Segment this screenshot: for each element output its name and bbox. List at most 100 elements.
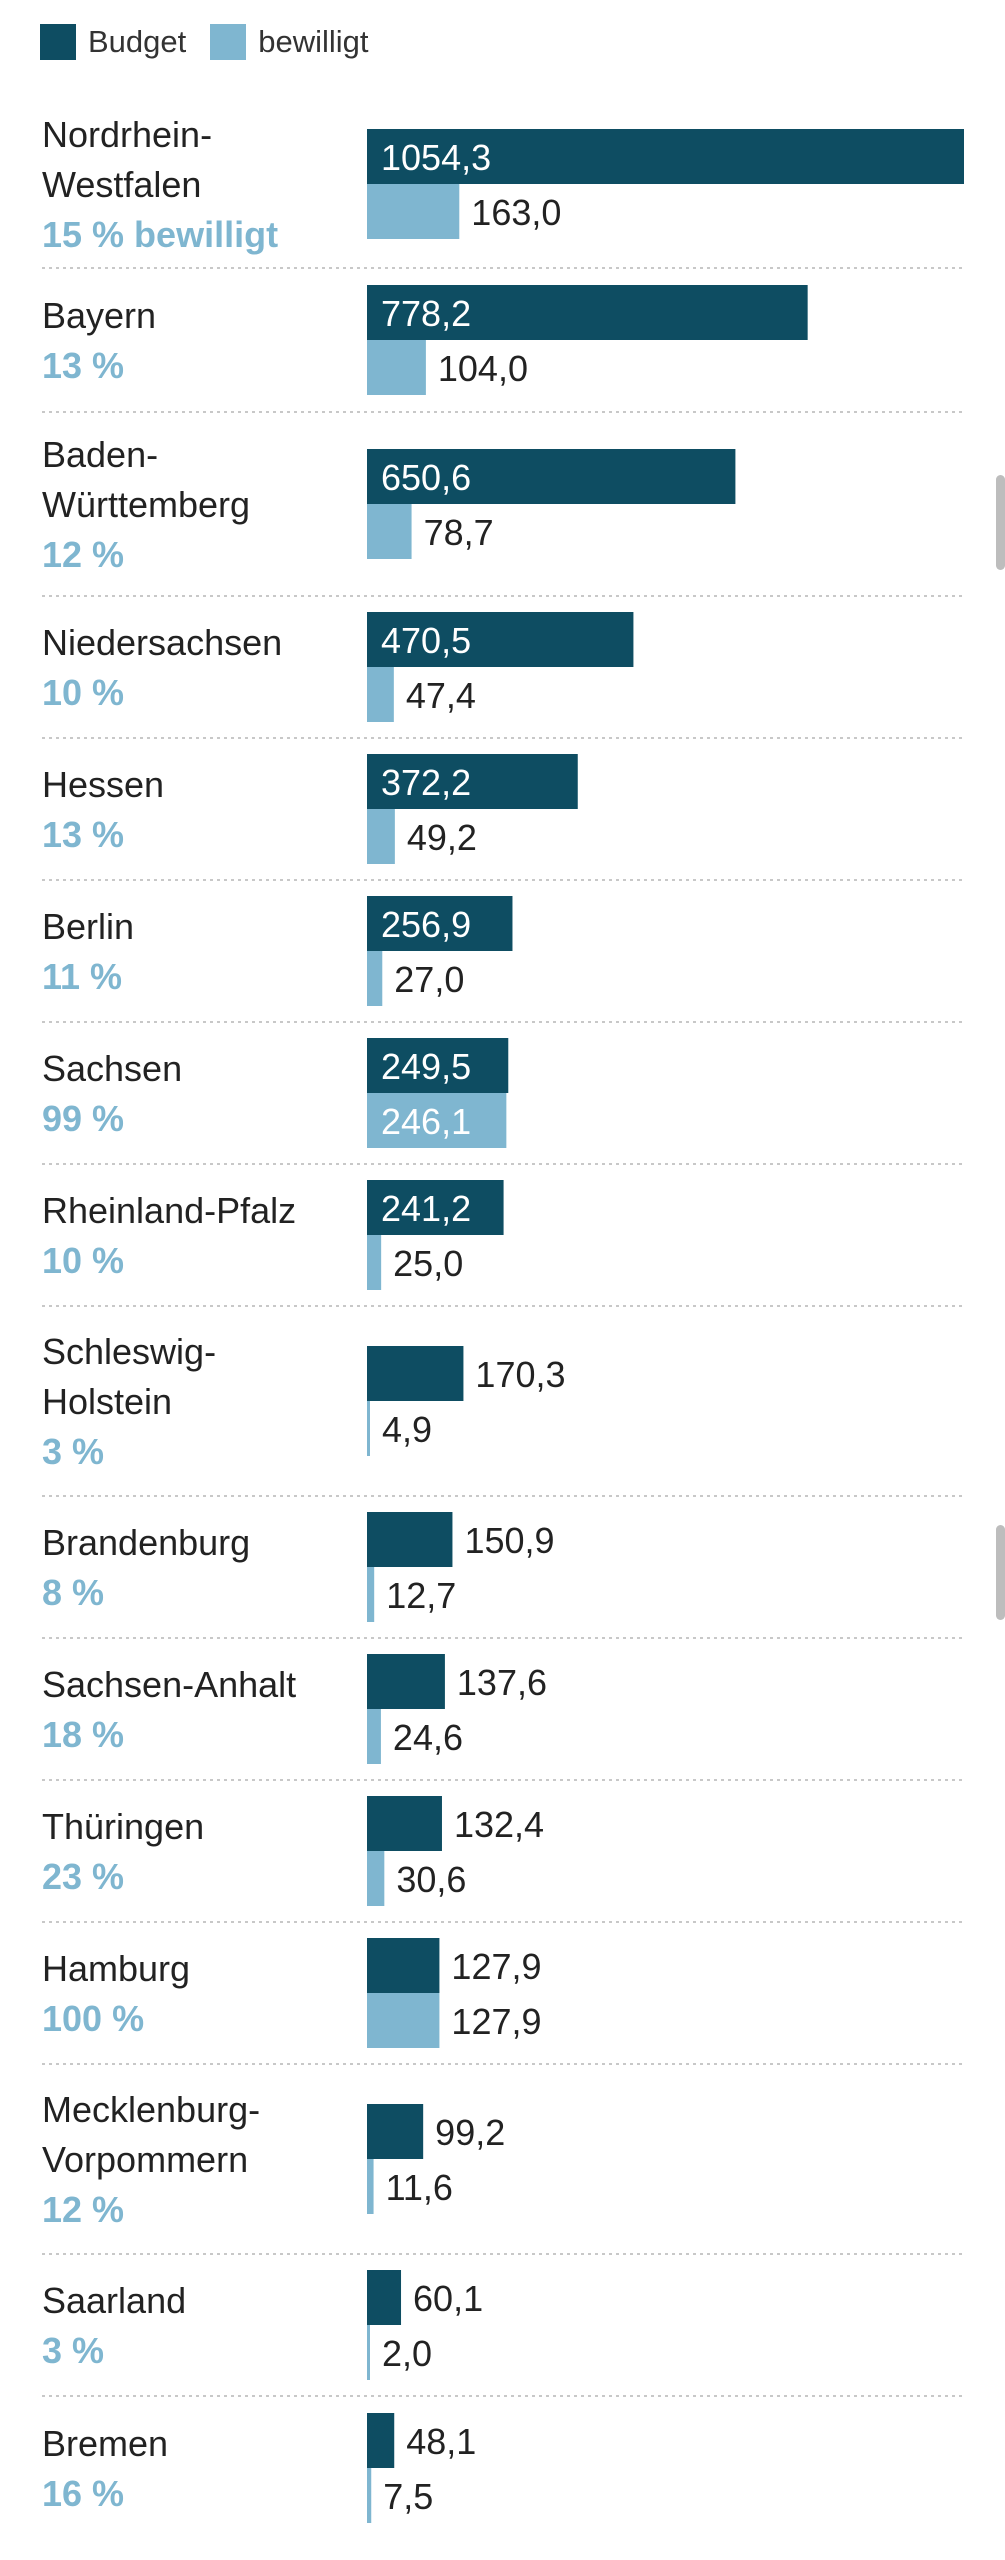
approved-percentage: 12 % [42,2189,124,2230]
approved-bar [367,667,394,722]
approved-percentage: 13 % [42,814,124,855]
budget-value-label: 256,9 [381,904,471,945]
row-sachsen-anhalt: Sachsen-Anhalt 18 % 137,6 24,6 [42,1654,547,1764]
state-label: Württemberg [42,484,250,525]
state-label: Rheinland-Pfalz [42,1190,296,1231]
budget-bar [367,2104,424,2159]
budget-bar [367,2270,402,2325]
row-schleswig-holstein: Schleswig- Holstein 3 % 170,3 4,9 [42,1331,566,1472]
approved-value-label: 7,5 [383,2476,433,2517]
approved-percentage: 11 % [42,956,122,997]
approved-percentage: 8 % [42,1572,104,1613]
approved-bar [367,1401,370,1456]
approved-value-label: 24,6 [393,1717,463,1758]
budget-value-label: 127,9 [451,1946,541,1987]
approved-percentage: 3 % [42,2330,104,2371]
approved-value-label: 163,0 [471,192,561,233]
approved-percentage: 10 % [42,1240,124,1281]
budget-value-label: 372,2 [381,762,471,803]
state-label: Westfalen [42,164,201,205]
budget-value-label: 470,5 [381,620,471,661]
approved-bar [367,1235,382,1290]
approved-percentage: 12 % [42,534,124,575]
approved-value-label: 4,9 [382,1409,432,1450]
state-label: Hamburg [42,1948,190,1989]
budget-value-label: 650,6 [381,457,471,498]
budget-bar [367,1796,442,1851]
approved-percentage: 100 % [42,1998,144,2039]
approved-percentage: 99 % [42,1098,124,1139]
approved-value-label: 11,6 [386,2167,453,2208]
budget-value-label: 48,1 [406,2421,476,2462]
approved-value-label: 2,0 [382,2333,432,2374]
budget-value-label: 170,3 [475,1354,565,1395]
budget-bar [367,129,964,184]
budget-value-label: 241,2 [381,1188,471,1229]
approved-bar [367,1851,385,1906]
approved-value-label: 127,9 [451,2001,541,2042]
state-label: Nordrhein- [42,114,212,155]
state-label: Schleswig- [42,1331,216,1372]
approved-value-label: 49,2 [407,817,477,858]
state-label: Bayern [42,295,156,336]
state-label: Hessen [42,764,164,805]
row-hessen: Hessen 13 % 372,2 49,2 [42,754,578,864]
budget-value-label: 150,9 [464,1520,554,1561]
approved-percentage: 23 % [42,1856,124,1897]
approved-bar [367,184,460,239]
legend-label-approved: bewilligt [258,24,369,59]
approved-percentage: 13 % [42,345,124,386]
row-brandenburg: Brandenburg 8 % 150,912,7 [42,1512,555,1622]
budget-value-label: 778,2 [381,293,471,334]
approved-value-label: 78,7 [424,512,494,553]
state-label: Saarland [42,2280,186,2321]
approved-bar [367,2468,372,2523]
approved-percentage: 18 % [42,1714,124,1755]
approved-value-label: 246,1 [381,1101,471,1142]
scrollbar-thumb-secondary[interactable] [996,1525,1005,1620]
approved-bar [367,2325,370,2380]
state-label: Holstein [42,1381,172,1422]
row-bayern: Bayern 13 % 778,2 104,0 [42,285,808,395]
row-hamburg: Hamburg 100 % 127,9 127,9 [42,1938,542,2048]
approved-percentage: 15 % bewilligt [42,214,278,255]
approved-bar [367,809,395,864]
budget-bar [367,1346,464,1401]
state-label: Berlin [42,906,134,947]
state-label: Sachsen-Anhalt [42,1664,296,1705]
legend-label-budget: Budget [88,24,187,59]
budget-bar [367,612,634,667]
budget-bar [367,1180,504,1235]
approved-value-label: 12,7 [386,1575,456,1616]
approved-bar [367,1709,381,1764]
legend-swatch-budget [40,24,76,60]
legend-item-budget: Budget [40,24,186,60]
approved-value-label: 25,0 [393,1243,463,1284]
row-saarland: Saarland 3 % 60,1 2,0 [42,2270,483,2380]
approved-value-label: 47,4 [406,675,476,716]
budget-bar [367,285,808,340]
approved-bar [367,340,426,395]
budget-value-label: 137,6 [457,1662,547,1703]
row-niedersachsen: Niedersachsen 10 % 470,5 47,4 [42,612,634,722]
approved-bar [367,2159,374,2214]
scrollbar-thumb[interactable] [996,475,1005,570]
legend: Budget bewilligt [40,20,393,64]
approved-percentage: 3 % [42,1431,104,1472]
state-label: Thüringen [42,1806,204,1847]
row-bremen: Bremen 16 % 48,1 7,5 [42,2413,476,2523]
state-label: Bremen [42,2423,168,2464]
row-mecklenburg-vorpommern: Mecklenburg- Vorpommern 12 % 99,2 11,6 [42,2089,505,2230]
row-sachsen: Sachsen 99 % 249,5 246,1 [42,1038,509,1148]
approved-value-label: 27,0 [394,959,464,1000]
state-label: Baden- [42,434,158,475]
approved-bar [367,1993,440,2048]
approved-bar [367,504,412,559]
budget-bar [367,896,513,951]
budget-bar [367,1654,445,1709]
row-berlin: Berlin 11 % 256,9 27,0 [42,896,513,1006]
budget-value-label: 99,2 [435,2112,505,2153]
approved-bar [367,1567,375,1622]
row-thueringen: Thüringen 23 % 132,4 30,6 [42,1796,544,1906]
